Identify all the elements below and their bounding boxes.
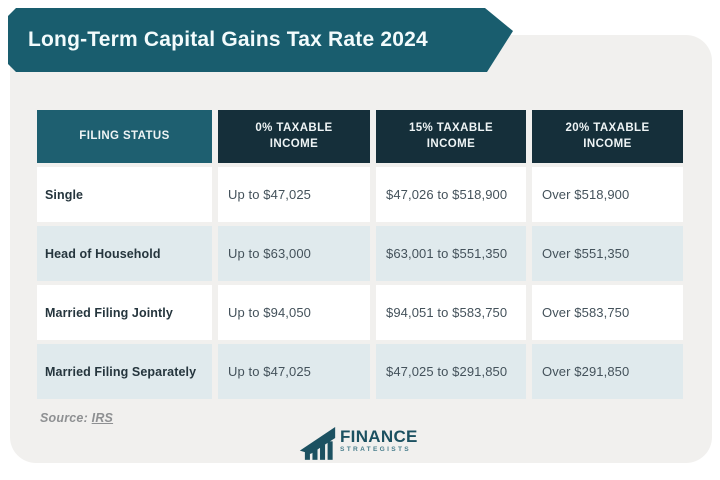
rate-0-cell: Up to $63,000 bbox=[218, 226, 370, 281]
rate-0-cell: Up to $94,050 bbox=[218, 285, 370, 340]
logo-subname: STRATEGISTS bbox=[340, 446, 411, 453]
column-header-filing-status: FILING STATUS bbox=[37, 110, 212, 163]
rate-15-cell: $63,001 to $551,350 bbox=[376, 226, 526, 281]
rate-0-cell: Up to $47,025 bbox=[218, 344, 370, 399]
page-title: Long-Term Capital Gains Tax Rate 2024 bbox=[28, 28, 428, 51]
filing-status-cell: Head of Household bbox=[37, 226, 212, 281]
column-header-15-percent: 15% TAXABLE INCOME bbox=[376, 110, 526, 163]
column-header-0-percent: 0% TAXABLE INCOME bbox=[218, 110, 370, 163]
rate-20-cell: Over $583,750 bbox=[532, 285, 683, 340]
rate-15-cell: $47,025 to $291,850 bbox=[376, 344, 526, 399]
header-banner: Long-Term Capital Gains Tax Rate 2024 bbox=[8, 8, 513, 72]
rate-20-cell: Over $518,900 bbox=[532, 167, 683, 222]
rate-15-cell: $47,026 to $518,900 bbox=[376, 167, 526, 222]
rate-20-cell: Over $291,850 bbox=[532, 344, 683, 399]
tax-rate-table: FILING STATUS 0% TAXABLE INCOME 15% TAXA… bbox=[37, 110, 683, 399]
rate-20-cell: Over $551,350 bbox=[532, 226, 683, 281]
source-link-irs[interactable]: IRS bbox=[91, 411, 114, 425]
filing-status-cell: Single bbox=[37, 167, 212, 222]
logo-name: FINANCE bbox=[340, 427, 418, 446]
source-attribution: Source: IRS bbox=[40, 411, 113, 425]
finance-strategists-logo: FINANCE STRATEGISTS bbox=[299, 423, 418, 463]
rate-0-cell: Up to $47,025 bbox=[218, 167, 370, 222]
rate-15-cell: $94,051 to $583,750 bbox=[376, 285, 526, 340]
logo-text: FINANCE STRATEGISTS bbox=[340, 428, 418, 454]
bar-chart-temple-icon bbox=[299, 427, 336, 460]
source-label: Source: bbox=[40, 411, 88, 425]
filing-status-cell: Married Filing Separately bbox=[37, 344, 212, 399]
filing-status-cell: Married Filing Jointly bbox=[37, 285, 212, 340]
column-header-20-percent: 20% TAXABLE INCOME bbox=[532, 110, 683, 163]
